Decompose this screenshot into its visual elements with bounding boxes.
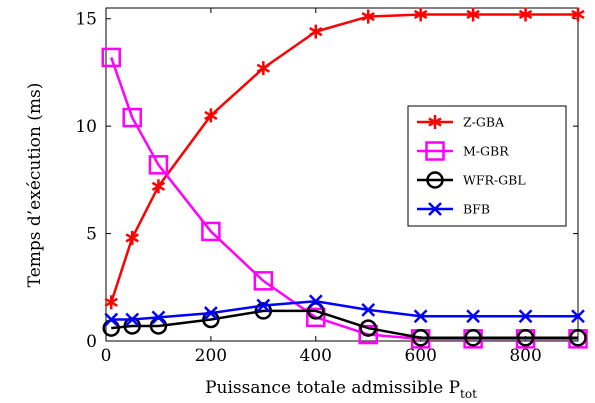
legend-marker [425,141,445,161]
data-point [464,329,482,347]
data-point [359,319,377,337]
data-point [151,181,166,191]
data-point [256,63,271,73]
legend: Z-GBA M-GBR WFR-GBL BFB [407,105,567,227]
series-layer [101,7,588,349]
x-marker-stroke [466,309,480,324]
x-tick-label: 400 [300,346,332,366]
x-marker-stroke [518,309,533,324]
data-point [204,306,218,320]
data-point [516,329,535,347]
plot-axes: 0 200 400 600 800 0 5 10 15 [75,7,579,366]
data-point [104,312,119,327]
x-marker-stroke [361,302,376,317]
legend-label: M-GBR [463,144,509,159]
x-marker-stroke [308,294,323,309]
x-marker-stroke [428,202,442,216]
x-marker-stroke [413,309,428,324]
data-point [125,312,140,327]
data-point [466,9,480,20]
data-point [204,110,218,121]
data-point [253,271,274,291]
data-point [518,9,533,20]
data-point [101,47,121,68]
data-point [256,298,271,313]
data-point [361,12,375,22]
x-marker-stroke [256,298,271,313]
legend-item: BFB [417,202,490,217]
x-axis-label-subscript: tot [460,387,477,401]
data-point [413,9,428,20]
y-tick-label: 10 [75,117,97,137]
data-point [569,329,587,347]
y-tick-label: 0 [86,332,97,352]
x-tick-label: 800 [509,346,541,366]
data-point [148,155,169,175]
data-point [571,9,585,20]
data-point [104,297,118,307]
data-point [151,310,166,325]
data-point [122,107,142,128]
legend-item: M-GBR [417,141,509,161]
x-tick-label: 600 [404,346,436,366]
data-point [358,324,378,345]
series-bfb [104,294,585,327]
data-point [308,294,323,309]
y-tick-label: 5 [86,225,97,245]
data-point [309,27,323,37]
data-point [125,233,139,243]
data-point [201,221,221,242]
y-tick-label: 15 [75,10,97,30]
x-tick-label: 200 [195,346,227,366]
y-axis-label: Temps d’exécution (ms) [25,83,45,288]
data-point [307,302,325,320]
legend-label: BFB [463,202,490,217]
data-point [571,309,585,324]
legend-marker [428,117,442,127]
data-point [361,302,376,317]
plot-frame [105,7,579,342]
data-point [411,329,430,347]
data-point [413,309,428,324]
data-point [518,309,533,324]
x-marker-stroke [571,309,585,324]
data-point [466,309,480,324]
legend-marker [428,202,442,216]
legend-item: WFR-GBL [417,171,526,189]
series-line [111,300,578,321]
x-marker-stroke [151,310,166,325]
data-point [254,302,273,320]
x-marker-stroke [104,312,119,327]
series-wfr-gbl [102,302,587,347]
legend-item: Z-GBA [417,115,505,130]
data-point [306,307,326,328]
x-marker-stroke [204,306,218,320]
x-marker-stroke [125,312,140,327]
legend-label: WFR-GBL [463,173,526,188]
series-z-gba [104,7,585,310]
x-axis-label: Puissance totale admissible Ptot [205,378,477,401]
x-tick-label: 0 [101,346,112,366]
legend-label: Z-GBA [463,115,505,130]
legend-marker [426,171,444,189]
